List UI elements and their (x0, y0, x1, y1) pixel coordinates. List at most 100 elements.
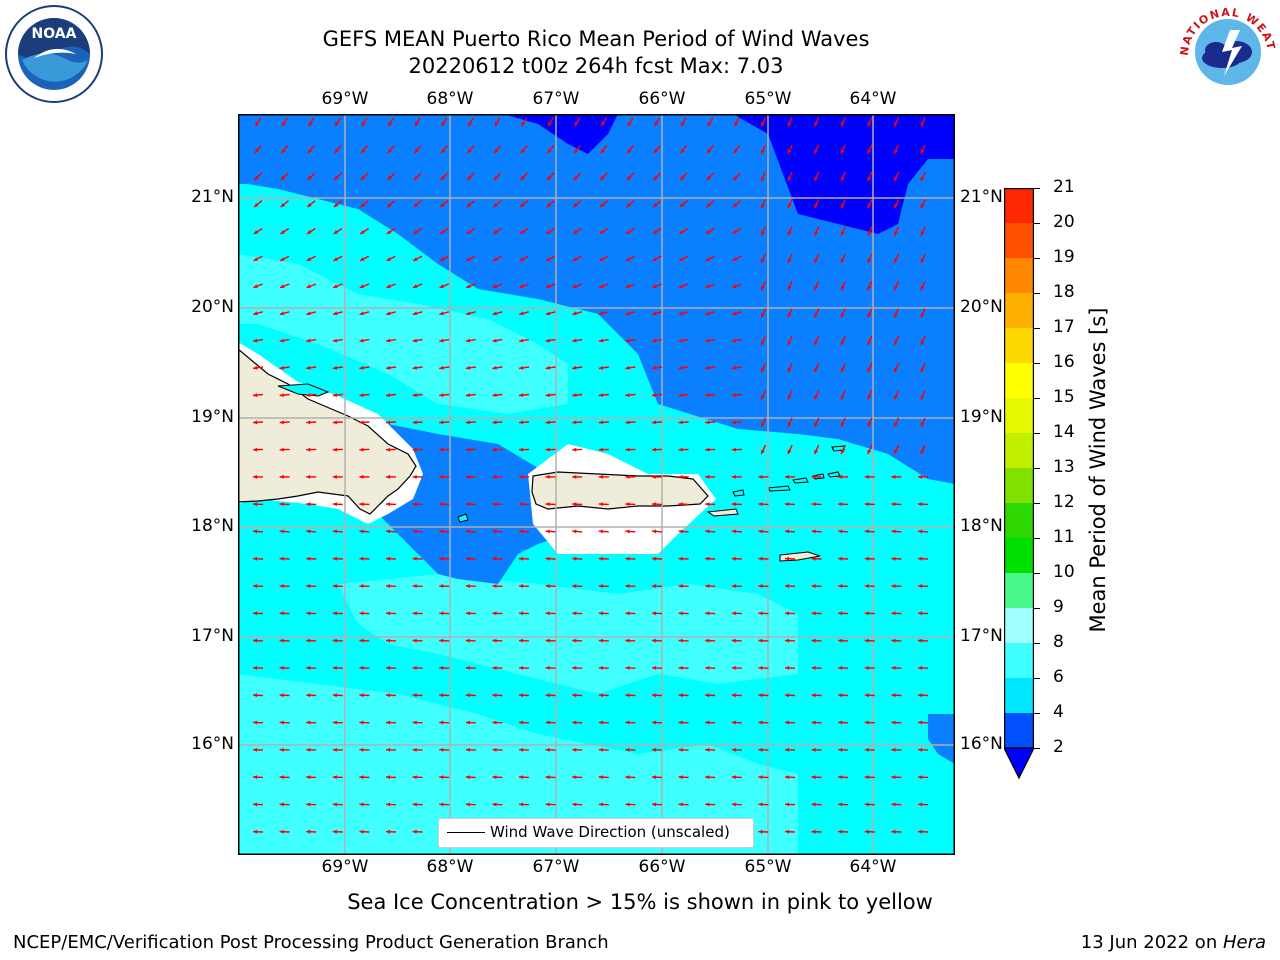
wind-wave-arrowhead (894, 313, 898, 318)
wind-wave-arrowhead (867, 203, 872, 209)
wind-wave-arrowhead (359, 447, 364, 452)
wind-wave-arrowhead (598, 474, 603, 479)
longitude-label-top: 69°W (321, 89, 369, 109)
wind-wave-arrowhead (253, 365, 258, 370)
wind-wave-arrowhead (467, 175, 472, 181)
wind-wave-arrowhead (386, 556, 391, 561)
wind-wave-arrowhead (626, 230, 631, 234)
colorbar-tick-label: 6 (1053, 667, 1064, 687)
wind-wave-arrowhead (572, 720, 577, 725)
latitude-label-right: 19°N (960, 407, 1003, 427)
map-panel: Wind Wave Direction (unscaled) (238, 114, 955, 855)
wind-wave-arrowhead (811, 829, 816, 834)
wind-wave-arrowhead (387, 148, 392, 154)
wind-wave-arrowhead (545, 529, 550, 534)
wind-wave-arrowhead (811, 720, 816, 725)
wind-wave-arrowhead (918, 556, 923, 561)
wind-wave-arrowhead (598, 638, 603, 643)
wind-wave-arrowhead (359, 311, 364, 316)
wind-wave-arrowhead (758, 611, 763, 616)
wind-wave-arrowhead (279, 338, 284, 343)
wind-wave-arrowhead (253, 775, 258, 780)
wind-wave-arrowhead (359, 584, 364, 588)
wind-wave-arrowhead (867, 395, 872, 400)
wind-wave-arrowhead (841, 340, 845, 345)
wind-wave-arrowhead (465, 365, 471, 370)
wind-wave-arrowhead (439, 556, 444, 561)
wind-wave-arrowhead (279, 393, 284, 397)
wind-wave-arrowhead (492, 338, 497, 343)
wind-wave-arrowhead (811, 611, 816, 616)
wind-wave-arrowhead (707, 148, 712, 154)
wind-wave-arrowhead (253, 802, 258, 807)
wind-wave-arrowhead (678, 365, 683, 370)
wind-wave-arrowhead (626, 175, 632, 181)
wind-wave-arrowhead (652, 230, 658, 234)
wind-wave-arrowhead (731, 611, 736, 616)
longitude-label-top: 67°W (532, 89, 580, 109)
wind-wave-arrowhead (333, 230, 339, 234)
wind-wave-arrowhead (572, 584, 577, 588)
wind-wave-arrowhead (787, 313, 792, 318)
wind-wave-arrowhead (600, 148, 605, 154)
wind-wave-arrowhead (838, 474, 843, 479)
wind-wave-arrowhead (598, 611, 603, 616)
colorbar-tick-label: 2 (1053, 737, 1064, 757)
wind-wave-arrowhead (920, 285, 925, 291)
wind-wave-arrowhead (361, 121, 366, 127)
wind-wave-arrowhead (678, 802, 683, 807)
wind-wave-arrowhead (492, 284, 498, 288)
wind-wave-arrowhead (600, 175, 605, 181)
wind-wave-arrowhead (547, 148, 552, 154)
wind-wave-arrowhead (867, 149, 872, 154)
mona-island (457, 513, 469, 523)
wind-wave-arrowhead (625, 420, 630, 425)
legend-label: Wind Wave Direction (unscaled) (490, 823, 730, 841)
wind-wave-arrowhead (761, 395, 765, 400)
wind-wave-arrowhead (332, 502, 337, 507)
wind-wave-arrowhead (332, 447, 337, 452)
wind-wave-arrowhead (920, 340, 925, 345)
wind-wave-arrowhead (306, 584, 311, 588)
wind-wave-arrowhead (253, 284, 258, 288)
wind-wave-arrowhead (386, 284, 391, 288)
wind-wave-arrowhead (920, 203, 925, 209)
wind-wave-arrowhead (465, 420, 470, 425)
wind-wave-arrowhead (279, 529, 284, 534)
wind-wave-arrowhead (891, 802, 896, 807)
wind-wave-arrowhead (731, 720, 736, 725)
wind-wave-arrowhead (864, 502, 869, 507)
wind-wave-arrowhead (359, 284, 365, 288)
colorbar-swatch (1004, 643, 1034, 678)
wind-wave-arrowhead (332, 420, 337, 425)
wind-wave-arrowhead (705, 693, 710, 698)
wind-wave-arrowhead (652, 284, 657, 288)
wind-wave-arrowhead (492, 775, 497, 780)
wind-wave-arrowhead (705, 775, 710, 780)
wind-wave-arrowhead (787, 122, 792, 127)
wind-wave-arrowhead (678, 666, 683, 670)
wind-wave-arrowhead (732, 257, 737, 261)
wind-wave-arrowhead (814, 203, 818, 209)
wind-wave-arrowhead (891, 638, 896, 643)
colorbar-swatch (1004, 188, 1034, 223)
wind-wave-arrowhead (758, 529, 763, 534)
wind-wave-arrowhead (814, 449, 818, 455)
wind-wave-arrowhead (598, 666, 603, 670)
wind-wave-arrowhead (814, 395, 818, 400)
wind-wave-arrowhead (652, 365, 657, 370)
colorbar-swatch (1004, 713, 1034, 748)
wind-wave-arrowhead (598, 420, 603, 425)
wind-wave-arrowhead (412, 284, 418, 288)
wind-wave-arrowhead (920, 149, 925, 154)
wind-wave-arrowhead (519, 257, 524, 261)
wind-wave-arrows (252, 117, 929, 834)
wind-wave-arrowhead (279, 747, 284, 752)
wind-wave-arrowhead (545, 638, 550, 643)
wind-wave-arrowhead (306, 802, 311, 807)
wind-wave-arrowhead (678, 502, 683, 507)
wind-wave-arrowhead (386, 584, 391, 588)
wind-wave-arrowhead (864, 747, 869, 752)
wind-wave-arrowhead (332, 829, 337, 834)
wind-wave-arrowhead (867, 422, 872, 427)
